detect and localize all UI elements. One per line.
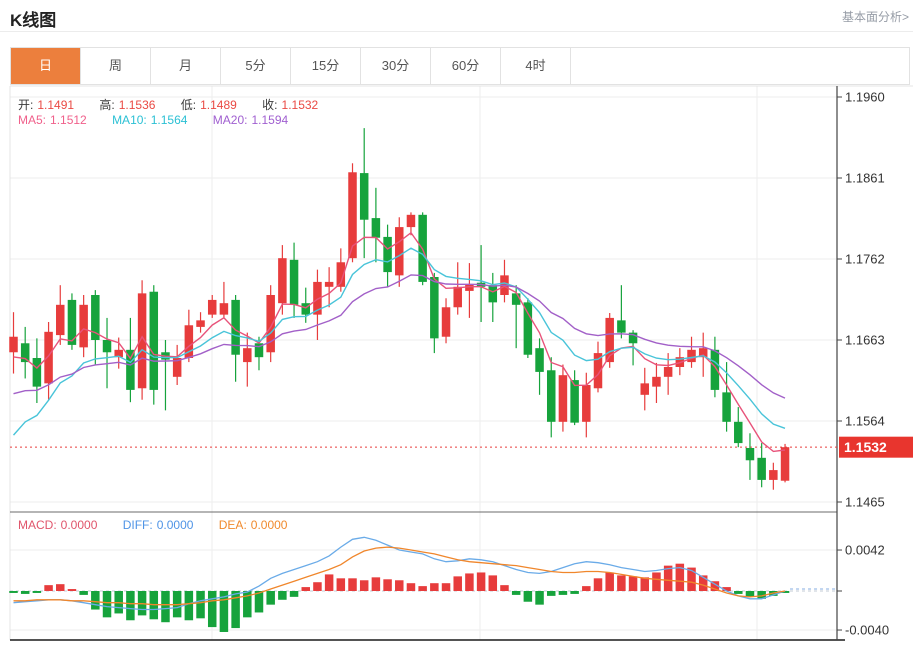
svg-text:1.1861: 1.1861 [845,171,885,186]
dea-value: 0.0000 [250,518,288,532]
current-price-line: 1.1532 [10,436,913,458]
fundamental-analysis-link[interactable]: 基本面分析> [841,10,909,24]
ma10-value: 1.1564 [150,113,188,127]
macd-panel [9,536,837,632]
candles-layer [9,128,790,490]
diff-line [13,536,786,611]
ma5-line [13,231,786,453]
macd-label: MACD: [18,518,57,532]
close-value: 1.1532 [281,98,319,112]
macd-value: 0.0000 [60,518,98,532]
tab-item-6[interactable]: 60分 [431,48,501,84]
ma20-line [13,274,786,399]
panel-frame [10,86,845,641]
svg-text:1.1762: 1.1762 [845,252,885,267]
interval-tab-bar: 日周月 5分 15分 30分 60分 4时 [10,47,910,85]
low-label: 低: [180,98,197,112]
low-value: 1.1489 [200,98,237,112]
chart-area: 1.1960 1.1861 1.1762 1.1663 1.1564 1.1465 0.00… [0,85,913,645]
tab-item-7[interactable]: 4时 [501,48,571,84]
close-label: 收: [262,98,278,112]
diff-value: 0.0000 [156,518,194,532]
svg-text:1.1663: 1.1663 [845,333,885,348]
dea-line [13,546,786,606]
ma5-value: 1.1512 [50,113,87,127]
tab-item-3[interactable]: 5分 [221,48,291,84]
ma20-value: 1.1594 [251,113,289,127]
diff-label: DIFF: [122,518,153,532]
current-price-flag [839,436,913,458]
ohlc-legend: 开: 1.1491 高: 1.1536 低: 1.1489 收: 1.1532 [18,96,322,113]
ma20-label: MA20: [212,113,248,127]
ma-legend: MA5: 1.1512 MA10: 1.1564 MA20: 1.1594 [18,113,292,127]
svg-text:0.0042: 0.0042 [845,543,885,558]
page-title: K线图 [10,11,57,30]
kline-chart-canvas[interactable]: 1.1960 1.1861 1.1762 1.1663 1.1564 1.1465 0.00… [0,85,913,645]
tab-item-5[interactable]: 30分 [361,48,431,84]
grid-lines [9,85,913,640]
ma5-label: MA5: [18,113,47,127]
tab-item-0[interactable]: 日 [11,48,81,84]
high-value: 1.1536 [118,98,156,112]
price-axis-labels: 1.1960 1.1861 1.1762 1.1663 1.1564 1.1465 0.00… [837,90,889,638]
high-label: 高: [99,98,115,112]
dea-label: DEA: [218,518,247,532]
svg-text:-0.0040: -0.0040 [845,623,889,638]
tab-item-4[interactable]: 15分 [291,48,361,84]
tab-item-2[interactable]: 月 [151,48,221,84]
open-label: 开: [18,98,34,112]
svg-text:1.1564: 1.1564 [845,414,885,429]
macd-legend: MACD: 0.0000 DIFF: 0.0000 DEA: 0.0000 [18,518,291,532]
svg-text:1.1960: 1.1960 [845,90,885,105]
ma10-label: MA10: [112,113,147,127]
svg-text:1.1532: 1.1532 [844,439,887,455]
open-value: 1.1491 [37,98,75,112]
ma10-line [12,247,786,436]
tab-item-1[interactable]: 周 [81,48,151,84]
title-divider [0,31,913,32]
svg-text:1.1465: 1.1465 [845,495,885,510]
